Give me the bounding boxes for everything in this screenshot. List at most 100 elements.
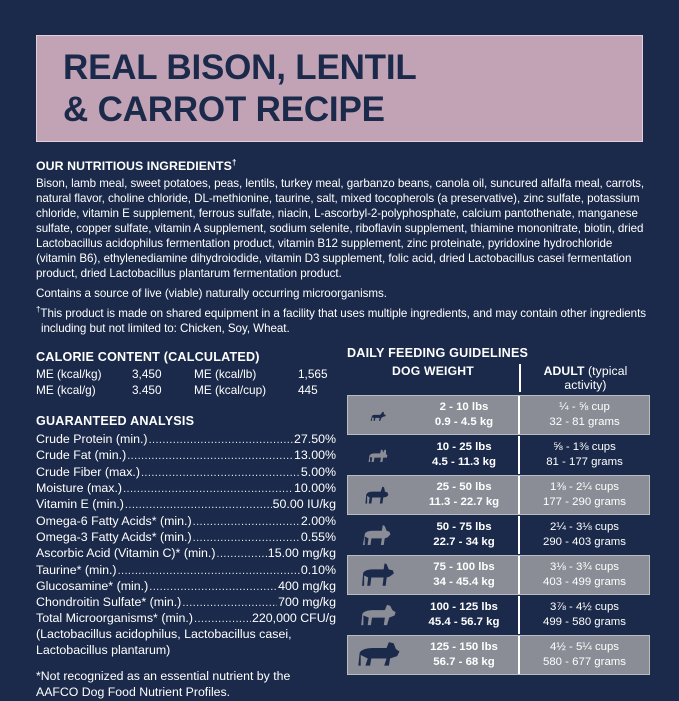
weight-kg: 0.9 - 4.5 kg — [434, 416, 494, 428]
portion-cups: 3⅛ - 3¾ cups — [549, 561, 620, 574]
guaranteed-analysis-row: Ascorbic Acid (Vitamin C)* (min.).......… — [36, 545, 336, 561]
shared-equipment-dagger: † — [36, 304, 41, 314]
leader-dots: ........................................… — [148, 434, 293, 447]
weight-kg: 34 - 45.4 kg — [433, 576, 495, 588]
leader-dots: ........................................… — [140, 466, 300, 479]
adult-portion-cell: 2¼ - 3⅛ cups 290 - 403 grams — [518, 516, 649, 554]
great-dane-icon — [348, 561, 410, 590]
column-header-adult-light: (typical activity) — [564, 364, 628, 392]
shared-equipment-note: †This product is made on shared equipmen… — [36, 305, 650, 336]
adult-portion-cell: ⅝ - 1⅜ cups 81 - 177 grams — [518, 436, 649, 474]
labrador-icon — [348, 600, 410, 631]
leader-dots: ........................................… — [149, 580, 278, 593]
microorganism-strains-line-2: Lactobacillus plantarum) — [36, 642, 171, 657]
leader-dots: ........................................… — [182, 597, 277, 610]
ingredients-heading-text: OUR NUTRITIOUS INGREDIENTS — [36, 159, 232, 174]
chihuahua-icon — [348, 407, 410, 424]
feeding-table-row: 25 - 50 lbs 11.3 - 22.7 kg 1⅜ - 2¼ cups 177… — [347, 475, 650, 515]
calorie-content-table: ME (kcal/kg) 3,450 ME (kcal/lb) 1,565 ME… — [36, 367, 336, 398]
leader-dots: ........................................… — [127, 450, 293, 463]
nutrient-value: 15.00 mg/kg — [267, 546, 336, 561]
portion-cups: ⅝ - 1⅜ cups — [553, 441, 616, 454]
weight-lbs: 100 - 125 lbs — [430, 601, 498, 614]
nutrient-value: 220,000 CFU/g — [251, 611, 336, 626]
calorie-value-kcal-cup: 445 — [298, 382, 318, 397]
feeding-table-row: 100 - 125 lbs 45.4 - 56.7 kg 3⅞ - 4½ cups 4… — [347, 595, 650, 635]
calorie-label-kcal-g: ME (kcal/g) — [36, 382, 96, 397]
guaranteed-analysis-row: Crude Protein (min.)....................… — [36, 431, 336, 447]
portion-grams: 32 - 81 grams — [549, 416, 620, 428]
ingredients-section: OUR NUTRITIOUS INGREDIENTS † Bison, lamb … — [36, 158, 650, 336]
feeding-guidelines-table: 2 - 10 lbs 0.9 - 4.5 kg ¼ - ⅝ cup 32 - 81 g… — [347, 395, 650, 675]
portion-grams: 580 - 677 grams — [543, 656, 626, 668]
feeding-table-header: DOG WEIGHT ADULT (typical activity) — [347, 364, 650, 392]
nutrient-value: 27.50% — [293, 432, 336, 447]
calorie-label-kcal-kg: ME (kcal/kg) — [36, 367, 102, 381]
product-title-banner: REAL BISON, LENTIL & CARROT RECIPE — [36, 35, 643, 142]
portion-grams: 81 - 177 grams — [546, 456, 623, 468]
dog-weight-cell: 50 - 75 lbs 22.7 - 34 kg — [410, 520, 518, 549]
calorie-content-heading: CALORIE CONTENT (CALCULATED) — [36, 350, 260, 364]
weight-kg: 4.5 - 11.3 kg — [432, 456, 496, 468]
guaranteed-analysis-section: GUARANTEED ANALYSIS Crude Protein (min.)… — [36, 414, 336, 701]
nutrient-value: 50.00 IU/kg — [272, 497, 336, 512]
portion-cups: ¼ - ⅝ cup — [559, 401, 610, 414]
calorie-value-kcal-kg: 3,450 — [132, 367, 162, 381]
right-column: DAILY FEEDING GUIDELINES DOG WEIGHT ADUL… — [347, 346, 650, 675]
product-title-line-2: & CARROT RECIPE — [63, 89, 385, 129]
feeding-table-row: 50 - 75 lbs 22.7 - 34 kg 2¼ - 3⅛ cups 290 -… — [347, 515, 650, 555]
microorganisms-note: Contains a source of live (viable) natur… — [36, 286, 387, 300]
guaranteed-analysis-row: Omega-6 Fatty Acids* (min.).............… — [36, 513, 336, 529]
feeding-table-row: 75 - 100 lbs 34 - 45.4 kg 3⅛ - 3¾ cups 403 … — [347, 555, 650, 595]
nutrient-label: Crude Fiber (max.) — [36, 464, 140, 479]
weight-lbs: 75 - 100 lbs — [433, 561, 495, 574]
dog-weight-cell: 100 - 125 lbs 45.4 - 56.7 kg — [410, 600, 518, 629]
portion-grams: 499 - 580 grams — [543, 616, 626, 628]
feeding-guidelines-heading: DAILY FEEDING GUIDELINES — [347, 346, 529, 360]
aafco-footnote: *Not recognized as an essential nutrient… — [36, 669, 336, 700]
nutrient-label: Taurine* (min.) — [36, 562, 117, 577]
guaranteed-analysis-row: Crude Fat (min.)........................… — [36, 447, 336, 463]
dog-weight-cell: 25 - 50 lbs 11.3 - 22.7 kg — [410, 480, 518, 509]
nutrient-value: 10.00% — [293, 481, 336, 496]
adult-portion-cell: 3⅛ - 3¾ cups 403 - 499 grams — [518, 556, 649, 594]
leader-dots: ........................................… — [193, 613, 251, 626]
nutrient-value: 400 mg/kg — [278, 578, 336, 593]
calorie-label-kcal-lb: ME (kcal/lb) — [194, 367, 257, 381]
guaranteed-analysis-heading: GUARANTEED ANALYSIS — [36, 414, 195, 429]
guaranteed-analysis-row: Vitamin E (min.)........................… — [36, 496, 336, 512]
newfoundland-icon — [348, 638, 410, 672]
column-header-dog-weight: DOG WEIGHT — [392, 364, 474, 378]
guaranteed-analysis-row: Moisture (max.).........................… — [36, 480, 336, 496]
nutrient-label: Total Microorganisms* (min.) — [36, 611, 193, 626]
dog-weight-cell: 2 - 10 lbs 0.9 - 4.5 kg — [410, 400, 518, 429]
product-title-line-1: REAL BISON, LENTIL — [63, 48, 417, 88]
nutrient-value: 5.00% — [300, 464, 336, 479]
calorie-value-kcal-g: 3.450 — [132, 382, 162, 397]
column-header-adult-bold: ADULT — [543, 364, 585, 378]
nutrient-value: 0.10% — [300, 562, 336, 577]
portion-grams: 177 - 290 grams — [543, 496, 626, 508]
left-column: CALORIE CONTENT (CALCULATED) ME (kcal/kg… — [36, 350, 336, 701]
calorie-label-kcal-cup: ME (kcal/cup) — [194, 382, 267, 397]
feeding-table-row: 10 - 25 lbs 4.5 - 11.3 kg ⅝ - 1⅜ cups 81 - … — [347, 435, 650, 475]
guaranteed-analysis-row: Omega-3 Fatty Acids* (min.).............… — [36, 529, 336, 545]
shared-equipment-note-text: This product is made on shared equipment… — [40, 306, 646, 335]
nutrient-label: Vitamin E (min.) — [36, 497, 124, 512]
guaranteed-analysis-row: Taurine* (min.).........................… — [36, 562, 336, 578]
guaranteed-analysis-row: Glucosamine* (min.).....................… — [36, 578, 336, 594]
calorie-value-kcal-lb: 1,565 — [298, 367, 328, 381]
weight-lbs: 125 - 150 lbs — [430, 641, 498, 654]
weight-kg: 45.4 - 56.7 kg — [428, 616, 500, 628]
guaranteed-analysis-table: Crude Protein (min.)....................… — [36, 431, 336, 627]
nutrient-label: Glucosamine* (min.) — [36, 578, 149, 593]
aafco-footnote-line-2: AAFCO Dog Food Nutrient Profiles. — [36, 685, 231, 700]
nutrient-label: Ascorbic Acid (Vitamin C)* (min.) — [36, 546, 216, 561]
nutrient-label: Moisture (max.) — [36, 481, 123, 496]
pet-food-label-panel: REAL BISON, LENTIL & CARROT RECIPE OUR N… — [36, 35, 650, 699]
leader-dots: ........................................… — [192, 531, 300, 544]
terrier-icon — [348, 483, 410, 507]
adult-portion-cell: 4½ - 5¼ cups 580 - 677 grams — [518, 636, 649, 674]
aafco-footnote-line-1: *Not recognized as an essential nutrient… — [36, 669, 291, 684]
ingredients-list: Bison, lamb meal, sweet potatoes, peas, … — [36, 177, 645, 281]
